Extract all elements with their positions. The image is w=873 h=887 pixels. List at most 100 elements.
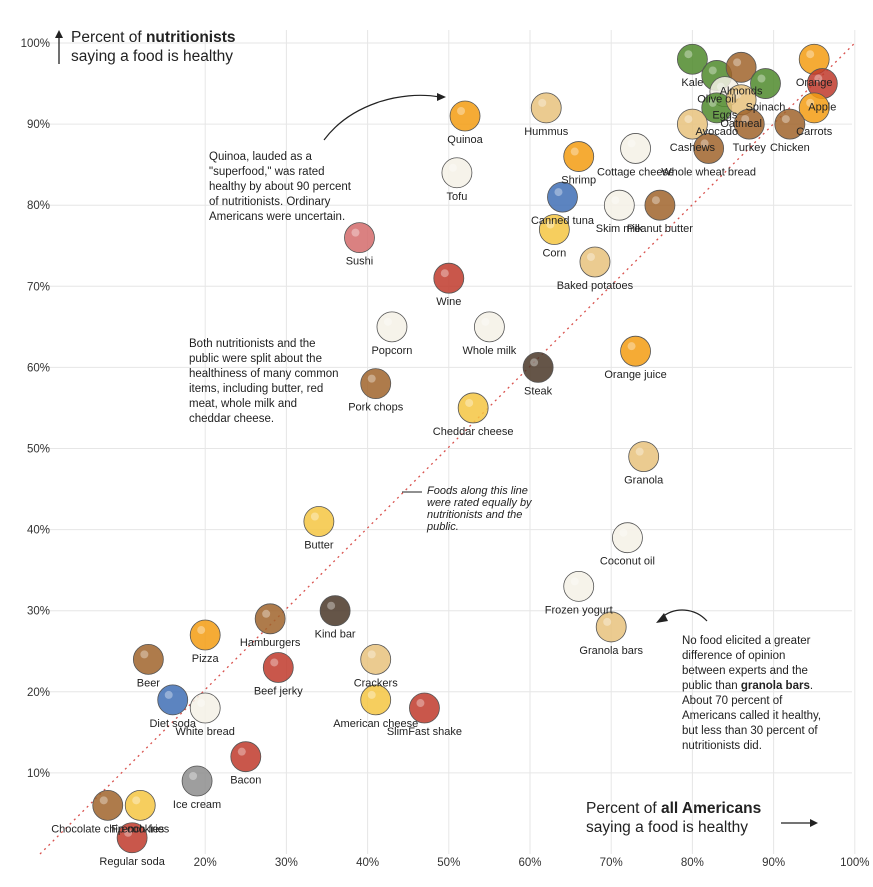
point-highlight (351, 228, 360, 237)
food-label: Skim milk (596, 223, 644, 235)
point-marker (620, 133, 651, 164)
food-label: French fries (111, 823, 170, 835)
quinoa-annotation-arrow (323, 94, 441, 141)
point-marker (457, 392, 489, 424)
food-label: Tofu (447, 191, 468, 203)
x-tick-label: 40% (356, 857, 379, 869)
point-marker (360, 684, 392, 716)
point-marker (530, 92, 562, 124)
point-marker (319, 595, 351, 627)
food-label: Beef jerky (254, 685, 303, 697)
x-tick-label: 70% (600, 857, 623, 869)
point-highlight (448, 163, 457, 172)
granola-ann-text-2: . About 70 percent of Americans called i… (682, 680, 822, 752)
y-tick-label: 20% (27, 687, 50, 699)
split-annotation: Both nutritionists and the public were s… (189, 338, 339, 425)
quinoa-icon (449, 100, 481, 132)
food-label: Cheddar cheese (433, 426, 514, 438)
y-axis-title: Percent of nutritionists saying a food i… (71, 28, 236, 66)
spinach-icon (750, 68, 781, 99)
food-label: Coconut oil (600, 556, 655, 568)
x-axis-arrowhead (810, 819, 818, 827)
granola-ann-text-1: No food elicited a greater difference of… (682, 635, 811, 692)
y-tick-label: 90% (27, 119, 50, 131)
point-marker (620, 335, 651, 367)
point-highlight (806, 98, 815, 107)
food-label: Hamburgers (240, 637, 301, 649)
food-label: Whole wheat bread (661, 166, 756, 178)
point-marker (157, 684, 189, 716)
cheddar-icon (457, 392, 489, 424)
food-label: Oatmeal (720, 118, 762, 130)
food-label: Shrimp (561, 175, 596, 187)
point-highlight (546, 220, 555, 229)
point-highlight (538, 98, 547, 107)
point-highlight (635, 447, 644, 456)
apple-icon (806, 68, 838, 99)
food-label: Beer (137, 677, 161, 689)
point-highlight (197, 626, 206, 635)
frozen-yogurt-icon (563, 570, 595, 602)
food-points (92, 43, 838, 854)
point-highlight (733, 90, 742, 99)
food-label: Cashews (670, 142, 716, 154)
orange-juice-icon (620, 335, 651, 367)
food-label: Eggs (712, 110, 738, 122)
point-marker (473, 311, 505, 343)
food-label: American cheese (333, 718, 418, 730)
point-marker (522, 351, 554, 383)
point-highlight (814, 74, 823, 83)
corn-icon (538, 214, 570, 245)
butter-icon (303, 506, 335, 537)
x-tick-label: 80% (681, 857, 704, 869)
point-highlight (684, 115, 693, 124)
x-tick-label: 100% (840, 857, 869, 869)
point-highlight (164, 690, 173, 699)
potato-icon (579, 246, 611, 278)
granola-bar-icon (595, 611, 627, 643)
point-highlight (237, 747, 246, 756)
food-label: Frozen yogurt (545, 604, 613, 616)
point-highlight (481, 317, 490, 326)
y-tick-label: 10% (27, 768, 50, 780)
turkey-icon (733, 108, 765, 140)
food-label: Ice cream (173, 799, 221, 811)
point-highlight (416, 699, 425, 708)
grid-lines (40, 30, 856, 854)
y-tick-label: 50% (27, 444, 50, 456)
food-label: Corn (542, 248, 566, 260)
point-highlight (716, 82, 725, 91)
food-label: Popcorn (371, 345, 412, 357)
point-marker (449, 100, 481, 132)
food-label: Granola bars (579, 645, 643, 657)
american-cheese-icon (360, 684, 392, 716)
y-axis-ticks: 10% 20% 30% 40% 50% 60% 70% 80% 90% 100% (21, 38, 50, 780)
point-marker (693, 133, 725, 164)
point-marker (254, 603, 286, 635)
granola-annotation-arrowhead (656, 613, 668, 623)
slimfast-icon (409, 692, 440, 724)
food-label: Pizza (192, 653, 220, 665)
point-highlight (124, 828, 133, 837)
y-tick-label: 80% (27, 200, 50, 212)
cookie-icon (92, 789, 124, 821)
point-marker (132, 643, 164, 675)
point-marker (603, 189, 635, 221)
soda-can-icon (116, 822, 148, 854)
food-label: Granola (624, 475, 664, 487)
point-marker (344, 222, 375, 254)
pork-chops-icon (360, 368, 392, 400)
point-highlight (189, 772, 198, 781)
food-label: Canned tuna (531, 215, 595, 227)
hummus-icon (530, 92, 562, 124)
point-marker (677, 43, 708, 75)
point-marker (579, 246, 611, 278)
peanut-butter-icon (644, 189, 676, 221)
food-label: Cottage cheese (597, 166, 674, 178)
food-label: White bread (176, 726, 235, 738)
point-marker (798, 92, 830, 124)
x-tick-label: 90% (762, 857, 785, 869)
point-highlight (367, 650, 376, 659)
whole-milk-icon (473, 311, 505, 343)
point-marker (725, 51, 757, 83)
